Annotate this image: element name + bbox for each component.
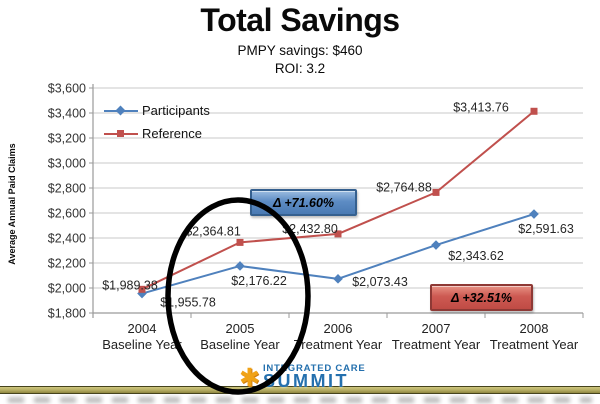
y-tick-label: $2,200 (48, 257, 86, 271)
y-tick-label: $2,800 (48, 182, 86, 196)
data-point-reference (334, 230, 342, 238)
y-tick-label: $3,400 (48, 107, 86, 121)
legend-item-reference: Reference (104, 122, 210, 145)
data-label-participants: $2,176.22 (231, 274, 287, 288)
y-tick-label: $2,600 (48, 207, 86, 221)
y-tick-label: $1,800 (48, 307, 86, 321)
y-tick-label: $2,400 (48, 232, 86, 246)
x-tick-phase: Baseline Year (200, 337, 280, 352)
x-tick-phase: Treatment Year (294, 337, 383, 352)
legend-label-reference: Reference (142, 126, 202, 141)
data-point-reference (530, 107, 538, 115)
participants-line-marker-icon (104, 105, 138, 116)
data-label-reference: $2,364.81 (185, 224, 241, 238)
data-label-reference: $1,989.38 (102, 278, 158, 292)
x-tick-phase: Baseline Year (102, 337, 182, 352)
data-point-participants (333, 274, 343, 284)
cutoff-content-smudge (8, 397, 592, 403)
data-label-reference: $3,413.76 (453, 100, 509, 114)
data-label-participants: $2,591.63 (518, 222, 574, 236)
data-label-participants: $2,343.62 (448, 249, 504, 263)
data-label-reference: $2,432.80 (282, 222, 338, 236)
legend-label-participants: Participants (142, 103, 210, 118)
integrated-care-summit-logo: ✱ INTEGRATED CARE SUMMIT (239, 363, 366, 392)
chart-subtitle-pmpy: PMPY savings: $460 (237, 43, 363, 58)
data-point-participants (431, 240, 441, 250)
logo-text-top: INTEGRATED CARE (262, 363, 366, 374)
delta-callout-participants: Δ +32.51% (430, 284, 533, 311)
data-point-reference (432, 188, 440, 196)
x-tick-phase: Treatment Year (392, 337, 481, 352)
logo-text-bottom: SUMMIT (262, 371, 349, 391)
y-axis-title: Average Annual Paid Claims (7, 143, 17, 265)
legend: Participants Reference (104, 99, 210, 145)
y-tick-label: $2,000 (48, 282, 86, 296)
x-tick-year: 2006 (324, 321, 353, 336)
x-tick-year: 2005 (226, 321, 255, 336)
x-tick-year: 2008 (520, 321, 549, 336)
x-tick-year: 2004 (128, 321, 157, 336)
x-tick-phase: Treatment Year (490, 337, 579, 352)
data-point-reference (138, 285, 146, 293)
data-point-reference (236, 238, 244, 246)
chart-title: Total Savings (200, 2, 400, 38)
y-tick-label: $3,000 (48, 157, 86, 171)
delta-callout-reference: Δ +71.60% (250, 189, 357, 216)
data-label-participants: $2,073.43 (352, 275, 408, 289)
legend-item-participants: Participants (104, 99, 210, 122)
data-label-reference: $2,764.88 (376, 180, 432, 194)
chart-subtitle-roi: ROI: 3.2 (274, 61, 326, 76)
snowflake-logo-icon: ✱ (239, 364, 260, 392)
x-tick-year: 2007 (422, 321, 451, 336)
data-point-participants (529, 209, 539, 219)
data-label-participants: $1,955.78 (160, 296, 216, 310)
reference-line-marker-icon (104, 129, 138, 139)
y-tick-label: $3,600 (48, 82, 86, 96)
y-tick-label: $3,200 (48, 132, 86, 146)
